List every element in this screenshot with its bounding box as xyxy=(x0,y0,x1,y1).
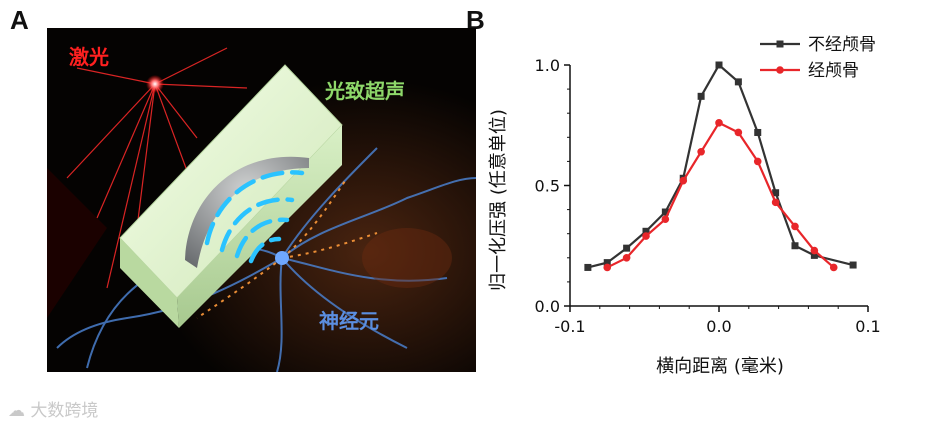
concave-transducer xyxy=(185,156,309,268)
y-tick-label: 1.0 xyxy=(535,56,560,75)
y-tick-label: 0.5 xyxy=(535,177,560,196)
data-point xyxy=(849,261,857,269)
y-axis-label: 归一化压强 (任意单位) xyxy=(488,109,509,291)
watermark-logo-icon: ☁︎ xyxy=(8,401,31,421)
y-tick-label: 0.0 xyxy=(535,297,560,316)
x-axis-label: 横向距离 (毫米) xyxy=(656,356,784,377)
illustration-canvas: 激光 光致超声 神经元 xyxy=(47,28,477,373)
laser-spot xyxy=(146,75,164,93)
photoacoustic-label: 光致超声 xyxy=(324,79,405,103)
series-1 xyxy=(584,61,857,271)
panel-a-letter: A xyxy=(10,5,29,35)
data-point xyxy=(661,215,670,224)
data-point xyxy=(753,157,762,166)
data-point xyxy=(622,254,631,262)
data-point xyxy=(697,92,705,100)
data-point xyxy=(642,227,650,235)
legend-item: 不经颅骨 xyxy=(760,35,876,55)
data-point xyxy=(623,244,631,252)
data-point xyxy=(603,263,612,272)
pressure-profile-chart: -0.1 0.0 0.1 0.0 0.5 1.0 不经颅骨 经颅骨 横向距离 (毫米) 归一… xyxy=(470,10,910,400)
laser-label: 激光 xyxy=(69,45,109,69)
data-point xyxy=(810,246,819,255)
data-point xyxy=(715,61,723,69)
data-point xyxy=(584,263,592,271)
neuron-soma xyxy=(275,251,289,265)
series-layer xyxy=(584,61,857,272)
data-point xyxy=(754,128,762,136)
legend-marker xyxy=(776,40,784,48)
data-point xyxy=(679,176,688,185)
laser-shadow xyxy=(47,168,107,318)
data-point xyxy=(661,208,669,216)
watermark-text: 大数跨境 xyxy=(30,401,99,421)
x-tick-label: 0.0 xyxy=(706,317,731,336)
legend-item: 经颅骨 xyxy=(760,61,859,81)
series-line xyxy=(606,121,835,269)
data-point xyxy=(771,198,780,207)
neuron-glow xyxy=(196,177,378,319)
x-tick-label: -0.1 xyxy=(554,317,585,336)
legend-label: 不经颅骨 xyxy=(808,35,876,55)
legend-label: 经颅骨 xyxy=(808,61,859,81)
data-point xyxy=(734,78,742,86)
x-tick-label: 0.1 xyxy=(855,317,880,336)
data-point xyxy=(791,222,799,231)
laser-beams xyxy=(66,47,248,289)
watermark: ☁︎ 大数跨境 xyxy=(8,396,98,421)
legend-marker xyxy=(776,66,784,74)
data-point xyxy=(697,147,705,156)
data-point xyxy=(642,232,650,240)
axes: -0.1 0.0 0.10.00.51.0 xyxy=(535,56,881,336)
panel-b-letter: B xyxy=(466,5,485,35)
data-point xyxy=(829,263,838,272)
series-line xyxy=(587,63,854,269)
data-point xyxy=(603,259,611,267)
data-point xyxy=(791,242,799,250)
neuron-label: 神经元 xyxy=(319,309,379,333)
data-point xyxy=(772,189,780,197)
data-point xyxy=(715,119,723,127)
series-2 xyxy=(603,119,838,272)
tissue-glow xyxy=(362,228,452,288)
ultrasound-waves xyxy=(204,170,305,264)
data-point xyxy=(734,128,743,137)
photoacoustic-illustration: 激光 光致超声 神经元 xyxy=(47,28,477,373)
data-point xyxy=(810,251,818,259)
